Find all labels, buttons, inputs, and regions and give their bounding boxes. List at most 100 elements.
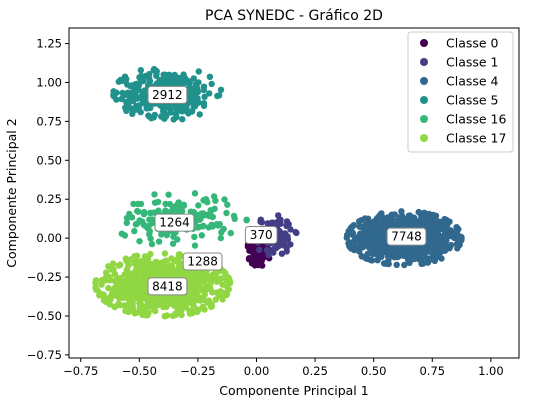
data-point	[454, 231, 461, 239]
data-point	[356, 218, 363, 225]
data-point	[190, 85, 198, 92]
data-point	[122, 104, 129, 111]
data-point	[129, 110, 136, 118]
data-point	[116, 261, 124, 269]
data-point	[281, 236, 288, 243]
data-point	[201, 306, 208, 313]
data-point	[199, 273, 206, 281]
data-point	[146, 113, 153, 120]
data-point	[195, 79, 202, 86]
data-point	[125, 269, 132, 276]
svg-text:2912: 2912	[152, 88, 183, 102]
data-point	[141, 287, 149, 294]
data-point	[292, 228, 299, 236]
data-point	[442, 227, 449, 234]
data-point	[196, 111, 203, 118]
legend-entry: Classe 17	[420, 131, 506, 146]
data-point	[169, 312, 177, 320]
count-label: 1264	[154, 213, 195, 232]
data-point	[123, 214, 131, 222]
x-tick-label: 0.75	[419, 364, 445, 378]
legend-label: Classe 4	[446, 74, 499, 89]
data-point	[140, 208, 148, 216]
data-point	[100, 297, 108, 304]
legend-entry: Classe 4	[420, 74, 499, 89]
data-point	[105, 263, 112, 270]
x-tick-label: 0.25	[302, 364, 328, 378]
data-point	[199, 278, 206, 285]
data-point	[265, 251, 272, 258]
y-tick-label: 0.25	[36, 192, 62, 206]
data-point	[125, 308, 132, 316]
data-point	[141, 267, 148, 274]
data-point	[198, 232, 205, 239]
data-point	[219, 296, 226, 303]
data-point	[92, 279, 99, 286]
data-point	[226, 279, 234, 287]
data-point	[442, 236, 450, 244]
data-point	[278, 250, 286, 257]
data-point	[201, 93, 208, 101]
data-point	[106, 293, 114, 301]
data-point	[147, 209, 154, 216]
y-axis-title: Componente Principal 2	[4, 118, 19, 267]
data-point	[125, 291, 133, 298]
data-point	[209, 213, 216, 221]
data-point	[195, 68, 202, 75]
legend-marker	[420, 115, 428, 123]
data-point	[216, 92, 223, 99]
data-point	[133, 103, 140, 110]
data-point	[378, 228, 386, 235]
data-point	[165, 191, 172, 198]
data-point	[204, 285, 211, 293]
data-point	[160, 71, 167, 79]
data-point	[136, 266, 143, 273]
data-point	[190, 89, 197, 97]
data-point	[122, 255, 129, 262]
data-point	[174, 236, 181, 243]
data-point	[180, 201, 187, 208]
data-point	[121, 73, 129, 80]
legend-marker	[420, 58, 428, 66]
data-point	[384, 217, 391, 224]
data-point	[136, 300, 143, 307]
data-point	[197, 215, 204, 223]
data-point	[364, 226, 372, 233]
data-point	[420, 260, 427, 267]
data-point	[124, 91, 131, 99]
data-point	[355, 235, 362, 242]
legend-entry: Classe 0	[420, 36, 499, 51]
data-point	[177, 303, 184, 310]
data-point	[287, 241, 294, 248]
data-point	[128, 214, 136, 221]
data-point	[246, 255, 253, 262]
data-point	[447, 227, 454, 234]
data-point	[167, 262, 174, 269]
data-point	[158, 113, 165, 120]
data-point	[144, 255, 152, 262]
data-point	[415, 219, 422, 226]
data-point	[426, 255, 433, 262]
data-point	[155, 238, 163, 245]
data-point	[258, 219, 266, 226]
data-point	[243, 216, 250, 223]
data-point	[208, 221, 215, 228]
data-point	[205, 297, 213, 304]
data-point	[425, 232, 433, 239]
data-point	[359, 244, 367, 251]
data-point	[364, 239, 371, 247]
data-point	[135, 208, 142, 215]
y-tick-label: 1.00	[36, 75, 62, 89]
data-point	[374, 240, 382, 247]
data-point	[153, 72, 160, 80]
data-point	[432, 212, 440, 219]
data-point	[406, 250, 413, 257]
data-point	[121, 302, 128, 309]
data-point	[223, 291, 231, 298]
data-point	[213, 273, 220, 281]
legend: Classe 0 Classe 1 Classe 4 Classe 5 Classe 1…	[407, 31, 514, 153]
data-point	[149, 301, 156, 308]
data-point	[171, 71, 178, 79]
svg-text:8418: 8418	[152, 279, 183, 293]
data-point	[367, 245, 375, 252]
